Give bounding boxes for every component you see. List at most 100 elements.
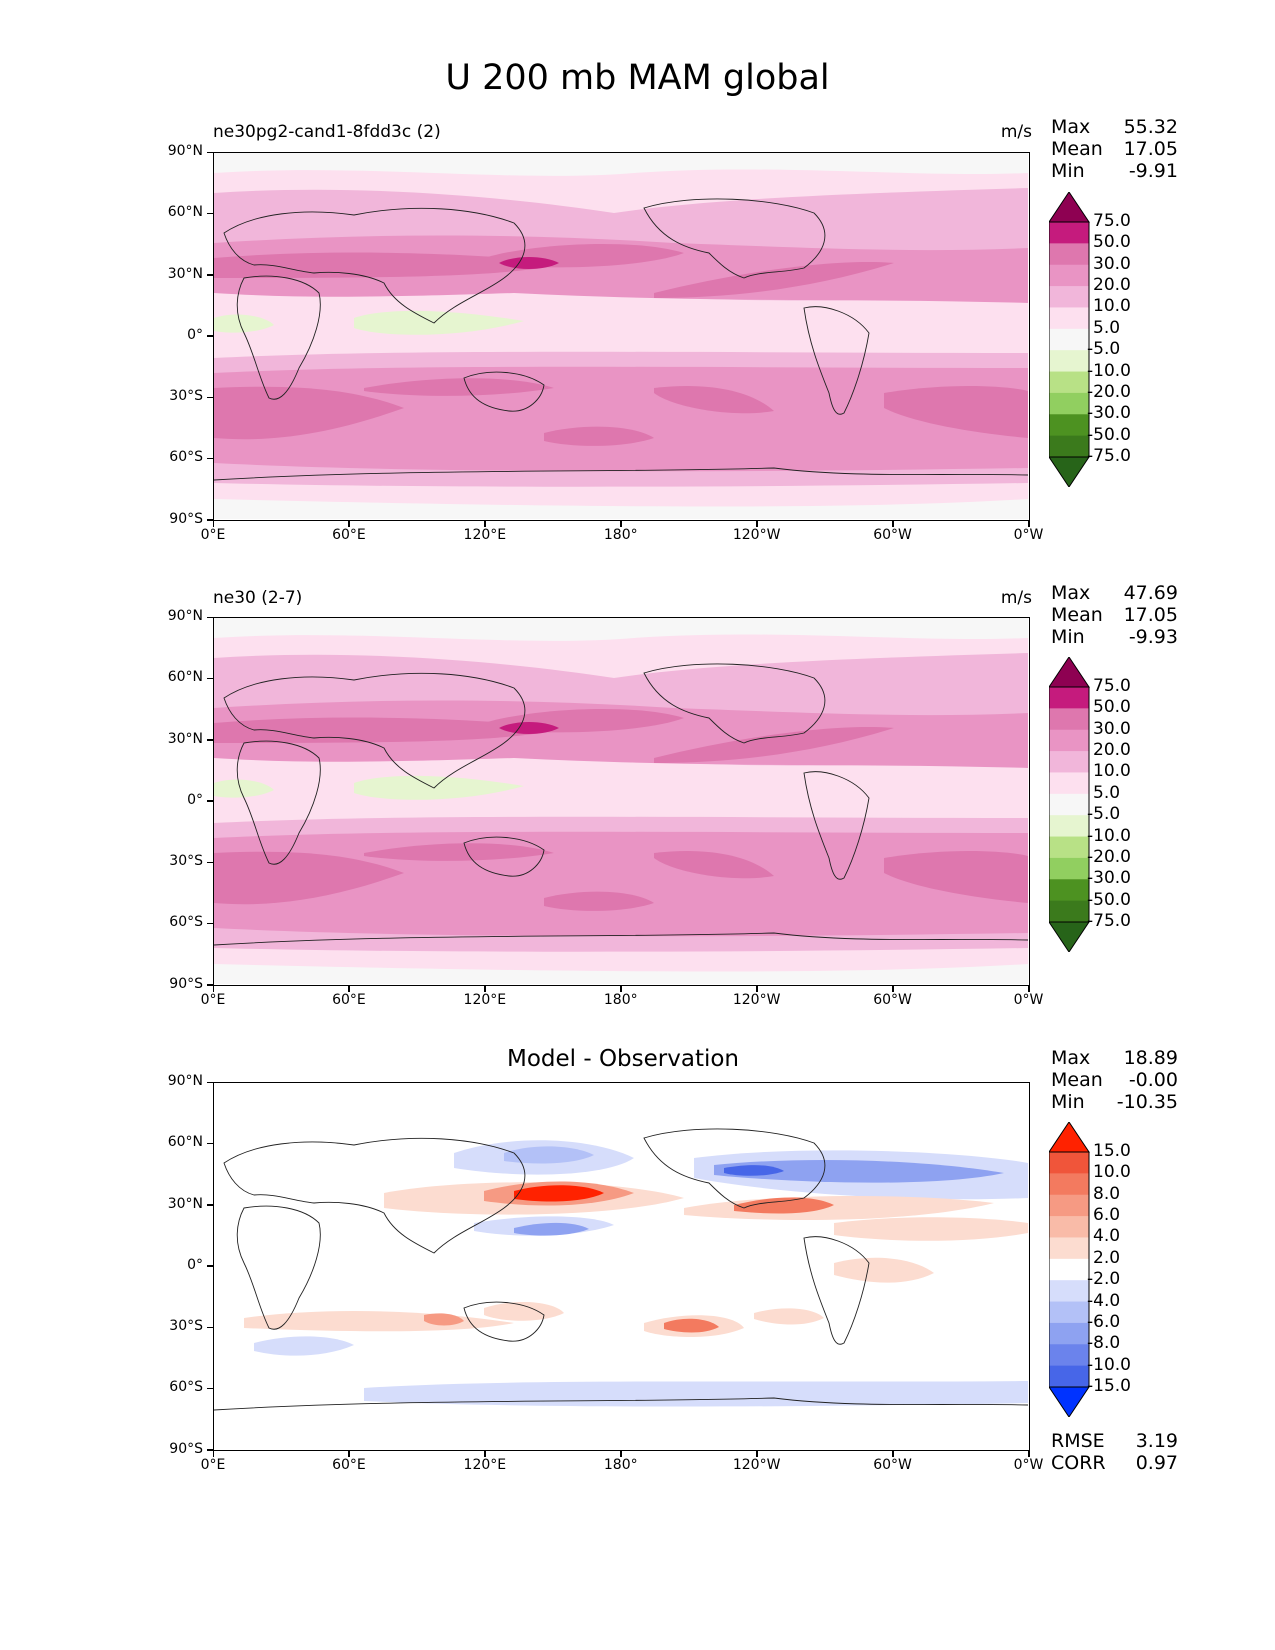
colorbar <box>1049 657 1090 952</box>
colorbar-tick-label: 2.0 <box>1093 1247 1121 1268</box>
x-tick-label: 60°W <box>873 1457 912 1473</box>
colorbar-segment <box>1049 243 1089 266</box>
colorbar-segment <box>1049 371 1089 394</box>
colorbar-tick-label: -10.0 <box>1087 360 1131 381</box>
x-tick-mark <box>1028 1451 1030 1457</box>
coastline <box>236 1205 321 1330</box>
panel-title: Model - Observation <box>506 1046 740 1072</box>
colorbar-tick-label: 30.0 <box>1093 253 1131 274</box>
y-tick-label: 0° <box>187 1256 203 1273</box>
colorbar-tick-label: 6.0 <box>1093 1205 1121 1226</box>
mean-value: 17.05 <box>1123 604 1178 626</box>
max-label: Max <box>1051 116 1091 138</box>
colorbar-segment <box>1049 264 1089 287</box>
colorbar-segment <box>1049 328 1089 351</box>
colorbar-tick-label: 30.0 <box>1093 718 1131 739</box>
x-tick-mark <box>756 521 758 527</box>
x-tick-mark <box>756 1451 758 1457</box>
colorbar-tick-label: -30.0 <box>1087 403 1131 424</box>
map-field <box>214 153 1029 519</box>
contour-region <box>544 891 654 911</box>
colorbar-segment <box>1049 1216 1089 1238</box>
colorbar-tick-label: -5.0 <box>1087 804 1121 825</box>
coastline <box>214 932 1029 946</box>
x-tick-mark <box>212 986 214 992</box>
colorbar-tick-label: -50.0 <box>1087 424 1131 445</box>
colorbar-segment <box>1049 1280 1089 1303</box>
colorbar-segment <box>1049 435 1089 458</box>
contour-region <box>514 1185 604 1202</box>
contour-region <box>214 779 274 798</box>
x-tick-label: 0°E <box>200 1457 226 1473</box>
coastline <box>463 836 545 877</box>
y-tick-label: 30°S <box>169 388 203 404</box>
colorbar-segment <box>1049 307 1089 330</box>
y-tick-mark <box>207 274 213 276</box>
colorbar-tick-label: 20.0 <box>1093 740 1131 761</box>
coastline <box>214 1397 1029 1411</box>
contour-region <box>354 310 524 335</box>
colorbar-tick-label: -50.0 <box>1087 889 1131 910</box>
coastline <box>223 672 526 789</box>
x-tick-label: 0°E <box>200 992 226 1008</box>
min-value: -10.35 <box>1116 1091 1178 1113</box>
x-tick-label: 120°E <box>463 527 507 543</box>
min-label: Min <box>1051 1091 1085 1113</box>
units-label: m/s <box>1000 122 1032 142</box>
x-tick-label: 180° <box>603 1457 638 1473</box>
y-tick-label: 30°S <box>169 1318 203 1334</box>
y-tick-label: 0° <box>187 326 203 343</box>
min-value: -9.91 <box>1128 160 1178 182</box>
colorbar-frame <box>1049 221 1090 458</box>
y-tick-mark <box>207 677 213 680</box>
colorbar-tick-label: 5.0 <box>1093 782 1121 803</box>
x-tick-label: 180° <box>603 527 638 543</box>
y-tick-mark <box>207 616 213 618</box>
contour-region <box>214 314 274 333</box>
y-tick-label: 60°N <box>167 669 203 686</box>
colorbar-segment <box>1049 1301 1089 1324</box>
x-tick-mark <box>348 521 350 527</box>
coastline <box>223 207 526 324</box>
stats-block: Max 18.89 Mean -0.00 Min -10.35 <box>1051 1047 1178 1113</box>
colorbar-tick-label: -30.0 <box>1087 868 1131 889</box>
x-tick-mark <box>892 986 894 992</box>
y-tick-label: 60°N <box>167 204 203 221</box>
colorbar-segment <box>1049 286 1089 308</box>
contour-region <box>834 1217 1028 1241</box>
colorbar-segment <box>1049 900 1089 923</box>
colorbar-tick-label: -75.0 <box>1087 911 1131 931</box>
y-tick-mark <box>207 335 213 337</box>
x-tick-label: 120°W <box>732 1457 781 1473</box>
x-tick-label: 120°W <box>732 992 781 1008</box>
colorbar-tick-label: -20.0 <box>1087 846 1131 867</box>
colorbar-frame <box>1049 686 1090 923</box>
x-tick-label: 0°W <box>1013 527 1044 543</box>
x-tick-mark <box>892 1451 894 1457</box>
stats-block: Max 55.32 Mean 17.05 Min -9.91 <box>1051 116 1178 182</box>
coastline <box>463 371 545 412</box>
contour-region <box>214 386 404 440</box>
colorbar-segment <box>1049 879 1089 902</box>
y-tick-mark <box>207 1142 213 1145</box>
colorbar-segment <box>1049 1173 1089 1196</box>
colorbar-segment <box>1049 751 1089 773</box>
contour-region <box>714 1159 1004 1183</box>
colorbar-segment <box>1049 1258 1089 1281</box>
colorbar-tick-label: -4.0 <box>1087 1290 1121 1311</box>
colorbar <box>1049 192 1090 487</box>
x-tick-label: 60°W <box>873 992 912 1008</box>
panel-title: ne30pg2-cand1-8fdd3c (2) <box>213 122 441 142</box>
x-tick-label: 180° <box>603 992 638 1008</box>
y-tick-mark <box>207 1081 213 1083</box>
contour-region <box>654 850 774 879</box>
y-tick-mark <box>207 519 213 521</box>
contour-region <box>504 1146 594 1164</box>
x-tick-label: 0°W <box>1013 992 1044 1008</box>
panel-title: ne30 (2-7) <box>213 588 303 608</box>
corr-label: CORR <box>1051 1452 1106 1474</box>
colorbar-segment <box>1049 1152 1089 1174</box>
colorbar-extend-top <box>1049 1122 1090 1153</box>
y-tick-mark <box>207 984 213 986</box>
colorbar-tick-label: -8.0 <box>1087 1333 1121 1354</box>
